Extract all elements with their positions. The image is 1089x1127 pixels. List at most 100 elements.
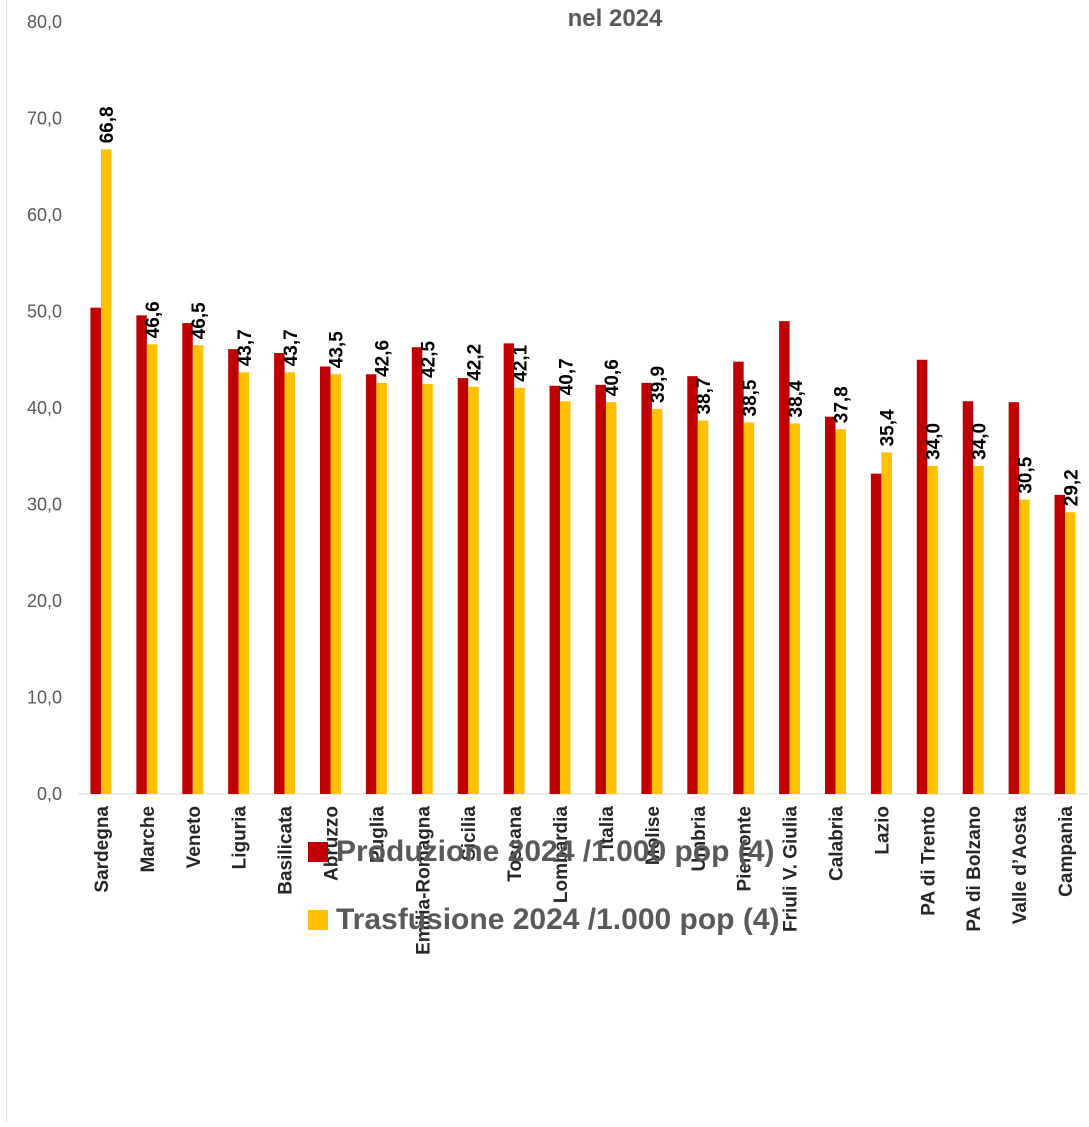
bar-trasfusione	[927, 465, 938, 794]
x-category-label: Emilia-Romagna	[413, 806, 434, 955]
data-label-trasfusione: 37,8	[832, 386, 853, 423]
x-category-label: Liguria	[230, 806, 251, 870]
data-label-trasfusione: 66,8	[97, 106, 118, 143]
data-label-trasfusione: 35,4	[878, 409, 899, 446]
bar-trasfusione	[973, 465, 984, 794]
bar-trasfusione	[376, 382, 387, 794]
bar-trasfusione	[835, 429, 846, 794]
bar-trasfusione	[697, 420, 709, 794]
bar-produzione	[503, 343, 515, 794]
x-category-label: Friuli V. Giulia	[781, 806, 802, 932]
bar-produzione	[1008, 402, 1020, 794]
data-label-trasfusione: 42,5	[419, 340, 440, 377]
legend-swatch-produzione	[308, 842, 328, 862]
bar-produzione	[916, 359, 928, 794]
legend-swatch-trasfusione	[308, 910, 328, 930]
bar-trasfusione	[743, 422, 755, 794]
x-category-label: Italia	[597, 806, 618, 850]
chart-frame-border	[6, 0, 7, 1122]
legend-item-trasfusione: Trasfusione 2024 /1.000 pop (4)	[308, 898, 780, 942]
data-label-trasfusione: 30,5	[1015, 456, 1036, 493]
bar-produzione	[779, 321, 790, 794]
legend-item-produzione: Produzione 2024 /1.000 pop (4)	[308, 830, 780, 874]
bar-produzione	[1054, 494, 1066, 794]
bar-trasfusione	[514, 387, 525, 794]
bar-trasfusione	[146, 344, 158, 794]
y-tick-label: 50,0	[27, 302, 62, 322]
bar-trasfusione	[881, 452, 892, 794]
y-tick-label: 20,0	[27, 591, 62, 611]
data-label-trasfusione: 42,2	[464, 344, 485, 381]
x-category-label: Lazio	[872, 806, 893, 855]
data-label-trasfusione: 34,0	[924, 423, 945, 460]
x-category-label: Sicilia	[459, 806, 480, 861]
data-label-trasfusione: 46,6	[143, 301, 164, 338]
bar-trasfusione	[1019, 499, 1030, 794]
data-label-trasfusione: 39,9	[648, 366, 669, 403]
y-tick-label: 60,0	[27, 205, 62, 225]
bar-produzione	[136, 315, 147, 794]
x-category-label: Lombardia	[551, 806, 572, 904]
x-category-label: Marche	[138, 806, 159, 873]
bar-produzione	[549, 385, 561, 794]
data-label-trasfusione: 43,5	[327, 331, 348, 368]
x-category-label: Basilicata	[276, 806, 297, 895]
bar-trasfusione	[651, 408, 663, 794]
bar-produzione	[595, 384, 606, 794]
x-category-label: Campania	[1056, 806, 1077, 897]
data-label-trasfusione: 42,6	[373, 340, 394, 377]
data-label-trasfusione: 34,0	[969, 423, 990, 460]
bar-trasfusione	[192, 345, 204, 794]
data-label-trasfusione: 46,5	[189, 302, 210, 339]
x-category-label: Sardegna	[92, 806, 113, 893]
x-category-label: Toscana	[505, 806, 526, 882]
bar-trasfusione	[330, 374, 341, 794]
data-label-trasfusione: 42,1	[510, 344, 531, 381]
y-tick-label: 70,0	[27, 109, 62, 129]
x-category-label: PA di Bolzano	[964, 806, 985, 932]
bar-produzione	[641, 382, 652, 794]
y-tick-label: 0,0	[37, 784, 62, 804]
bar-produzione	[870, 473, 882, 794]
data-label-trasfusione: 29,2	[1061, 469, 1082, 506]
bar-produzione	[962, 401, 974, 794]
data-label-trasfusione: 43,7	[281, 329, 302, 366]
bar-produzione	[411, 347, 423, 794]
bar-trasfusione	[1065, 512, 1076, 794]
x-category-label: Abruzzo	[322, 806, 343, 881]
x-category-label: Calabria	[827, 806, 848, 881]
x-category-label: PA di Trento	[918, 806, 939, 916]
x-category-label: Piemonte	[735, 806, 756, 892]
legend-label-trasfusione: Trasfusione 2024 /1.000 pop (4)	[336, 903, 780, 936]
y-tick-label: 40,0	[27, 398, 62, 418]
bar-produzione	[825, 416, 836, 794]
y-tick-label: 10,0	[27, 688, 62, 708]
data-label-trasfusione: 38,5	[740, 379, 761, 416]
x-category-label: Puglia	[367, 806, 388, 863]
bar-trasfusione	[422, 383, 433, 794]
data-label-trasfusione: 38,7	[694, 378, 715, 415]
legend: Produzione 2024 /1.000 pop (4) Trasfusio…	[308, 830, 780, 966]
x-category-label: Molise	[643, 806, 664, 865]
bar-trasfusione	[605, 402, 617, 794]
data-label-trasfusione: 40,7	[556, 358, 577, 395]
x-category-label: Umbria	[689, 806, 710, 872]
bar-produzione	[457, 378, 469, 794]
bar-trasfusione	[100, 149, 112, 794]
bar-produzione	[320, 366, 331, 794]
bar-produzione	[687, 376, 698, 794]
bar-produzione	[228, 349, 239, 794]
bar-produzione	[182, 323, 193, 794]
bar-produzione	[733, 361, 744, 794]
bar-trasfusione	[284, 372, 296, 794]
legend-label-produzione: Produzione 2024 /1.000 pop (4)	[336, 835, 775, 868]
y-tick-label: 30,0	[27, 495, 62, 515]
bar-produzione	[365, 374, 377, 794]
x-category-label: Veneto	[184, 806, 205, 868]
x-category-label: Valle d’Aosta	[1010, 806, 1031, 925]
bar-trasfusione	[789, 423, 801, 794]
data-label-trasfusione: 40,6	[602, 359, 623, 396]
bar-produzione	[90, 307, 101, 794]
